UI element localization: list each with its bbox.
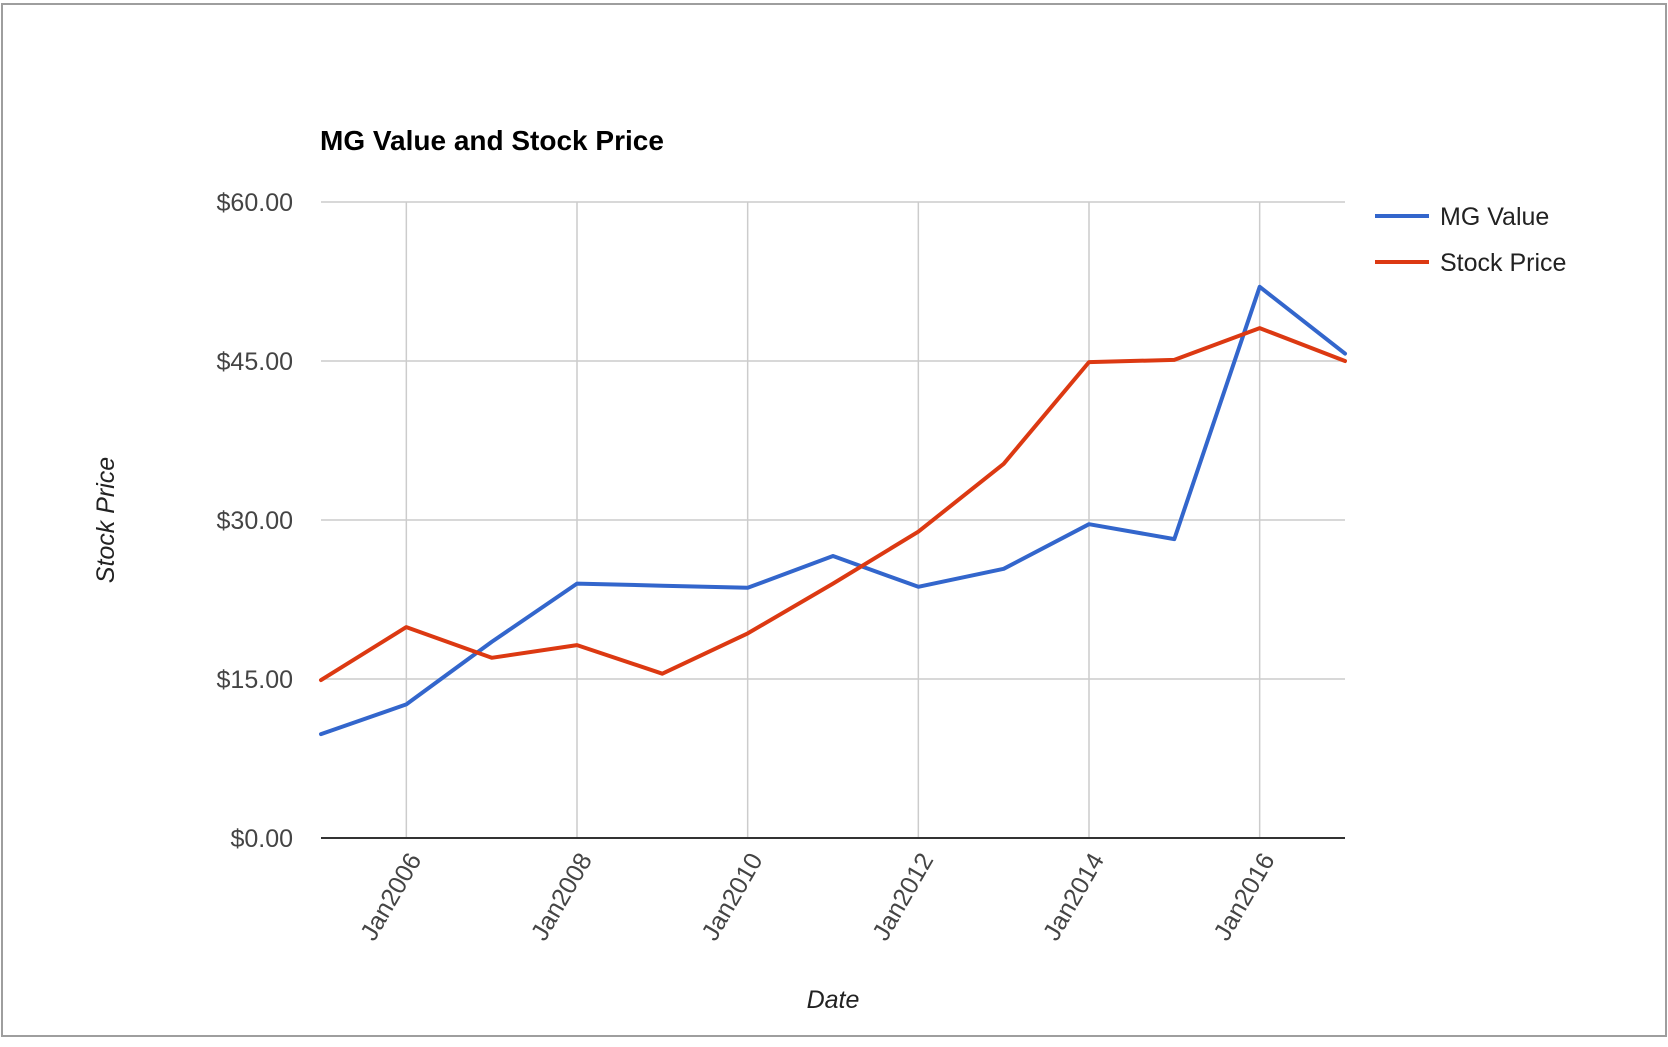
series-line-stock-price — [319, 326, 1347, 683]
series-line-mg-value — [319, 284, 1347, 737]
y-tick-label: $45.00 — [217, 348, 293, 376]
legend-label: MG Value — [1440, 203, 1549, 231]
y-tick-label: $15.00 — [217, 666, 293, 694]
y-tick-label: $0.00 — [230, 825, 293, 853]
legend: MG Value Stock Price — [1375, 203, 1566, 277]
chart-title: MG Value and Stock Price — [320, 125, 664, 156]
y-tick-label: $30.00 — [217, 507, 293, 535]
series-lines — [319, 284, 1347, 737]
y-tick-labels: $0.00 $15.00 $30.00 $45.00 $60.00 — [217, 189, 293, 853]
x-axis-title: Date — [807, 986, 860, 1014]
y-axis-title: Stock Price — [92, 457, 120, 583]
y-tick-label: $60.00 — [217, 189, 293, 217]
legend-label: Stock Price — [1440, 249, 1566, 277]
